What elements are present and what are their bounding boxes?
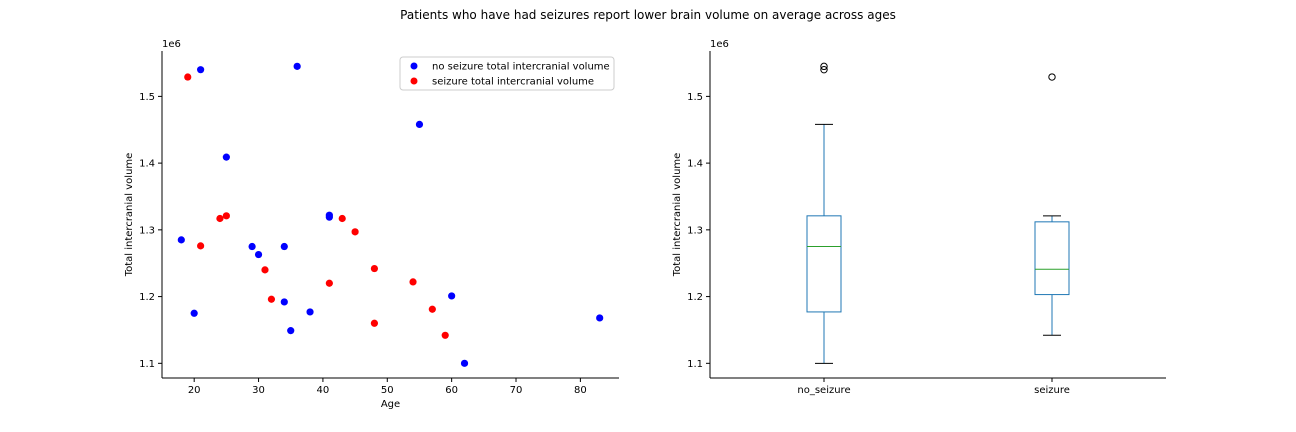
scatter-y-axis-label: Total intercranial volume <box>124 153 135 278</box>
seizure-point <box>338 214 346 223</box>
scatter-points <box>177 62 604 367</box>
outlier-point <box>1048 73 1056 81</box>
legend-frame <box>399 56 615 91</box>
seizure-point <box>184 73 192 81</box>
box-x-ticks: no_seizure seizure <box>797 378 1070 396</box>
scatter-x-tick-label: 70 <box>510 385 523 396</box>
legend-marker-no-seizure <box>410 62 418 70</box>
box-x-tick-label: no_seizure <box>797 385 850 396</box>
seizure-point <box>216 214 224 223</box>
legend-marker-seizure <box>410 77 418 85</box>
scatter-x-tick-label: 30 <box>252 385 265 396</box>
box-y-tick-label: 1.4 <box>687 159 703 170</box>
scatter-y-offset-label: 1e6 <box>162 39 181 50</box>
no-seizure-point <box>596 314 604 322</box>
iqr-box <box>1034 221 1070 296</box>
no-seizure-point <box>197 66 205 74</box>
seizure-point <box>441 331 449 339</box>
scatter-x-tick-label: 20 <box>188 385 201 396</box>
seizure-point <box>370 264 379 273</box>
box-x-tick-label: seizure <box>1034 385 1070 396</box>
seizure-point <box>222 212 230 220</box>
seizure-point <box>325 279 333 287</box>
legend-label-no-seizure: no seizure total intercranial volume <box>432 62 610 73</box>
scatter-y-ticks: 1.1 1.2 1.3 1.4 1.5 <box>139 92 162 370</box>
box-y-ticks: 1.1 1.2 1.3 1.4 1.5 <box>687 92 710 370</box>
no-seizure-point <box>280 242 288 251</box>
no-seizure-point <box>293 62 301 70</box>
iqr-box <box>806 215 842 313</box>
seizure-point <box>267 295 276 303</box>
scatter-y-tick-label: 1.4 <box>139 159 155 170</box>
box-y-tick-label: 1.2 <box>687 292 703 303</box>
box-plot-boxes <box>806 62 1070 364</box>
no-seizure-point <box>222 153 230 161</box>
no-seizure-point <box>248 242 256 251</box>
scatter-x-tick-label: 40 <box>317 385 330 396</box>
scatter-x-ticks: 20 30 40 50 60 70 80 <box>188 378 587 396</box>
seizure-point <box>409 278 417 286</box>
box-y-tick-label: 1.1 <box>687 359 703 370</box>
seizure-point <box>261 266 269 274</box>
no-seizure-point <box>177 236 185 244</box>
seizure-point <box>370 319 379 327</box>
outlier-point <box>820 65 828 74</box>
scatter-plot: 20 30 40 50 60 70 80 1.1 1.2 1.3 1.4 1.5 1e6 Age T… <box>124 39 619 410</box>
box-y-offset-label: 1e6 <box>710 39 729 50</box>
box-y-tick-label: 1.5 <box>687 92 703 103</box>
box-y-axis-label: Total intercranial volume <box>672 153 683 278</box>
no-seizure-point <box>448 292 456 300</box>
legend-label-seizure: seizure total intercranial volume <box>432 77 594 88</box>
box-no-seizure <box>806 62 842 364</box>
box-y-tick-label: 1.3 <box>687 225 703 236</box>
seizure-point <box>197 242 205 250</box>
scatter-y-tick-label: 1.1 <box>139 359 155 370</box>
seizure-point <box>428 305 436 313</box>
figure-title: Patients who have had seizures report lo… <box>400 8 896 22</box>
scatter-y-tick-label: 1.2 <box>139 292 155 303</box>
box-plot: no_seizure seizure 1.1 1.2 1.3 1.4 1.5 1e6 To… <box>672 39 1166 396</box>
no-seizure-point <box>415 120 424 129</box>
outlier-point <box>820 62 828 71</box>
scatter-x-tick-label: 60 <box>445 385 458 396</box>
no-seizure-point <box>254 250 263 259</box>
scatter-legend: no seizure total intercranial volume sei… <box>399 56 615 91</box>
no-seizure-point <box>325 213 333 221</box>
scatter-y-tick-label: 1.5 <box>139 92 155 103</box>
no-seizure-point <box>460 359 469 367</box>
no-seizure-point <box>280 298 288 306</box>
scatter-x-tick-label: 80 <box>574 385 587 396</box>
no-seizure-point <box>190 309 198 317</box>
seizure-point <box>351 228 359 236</box>
no-seizure-point <box>287 327 295 335</box>
no-seizure-point <box>306 308 314 316</box>
scatter-y-tick-label: 1.3 <box>139 225 155 236</box>
box-seizure <box>1034 73 1070 336</box>
scatter-x-tick-label: 50 <box>381 385 394 396</box>
scatter-x-axis-label: Age <box>381 399 400 410</box>
